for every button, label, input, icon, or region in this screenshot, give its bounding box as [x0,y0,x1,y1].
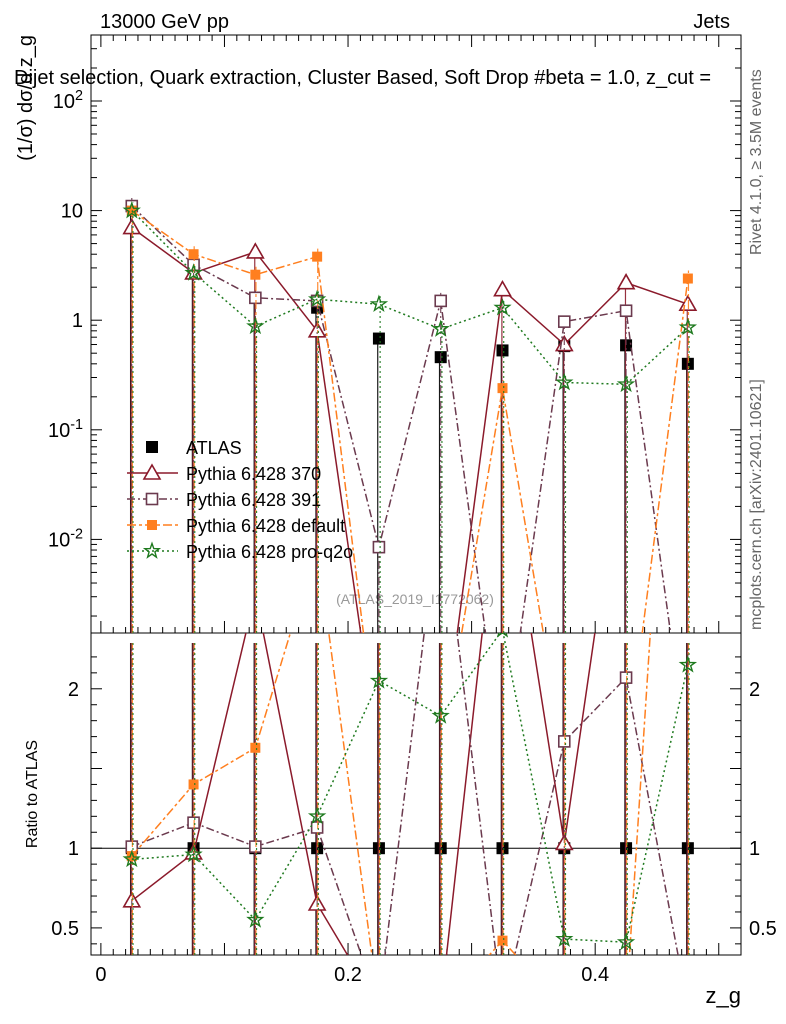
data-point [616,374,636,393]
series-line-1 [131,226,689,633]
legend-marker [145,492,159,506]
main-y-tick-label: 1 [72,310,83,332]
data-point [372,332,385,345]
legend-marker [142,463,162,480]
data-point [246,316,265,335]
data-point [307,806,327,825]
data-point [126,205,137,216]
data-point [493,298,512,316]
series-line-2 [131,633,679,955]
data-point [619,304,633,318]
data-point [497,935,508,946]
data-point [678,317,698,336]
ratio-y-tick-label: 2 [68,679,79,701]
data-point [126,851,137,862]
watermark: (ATLAS_2019_I1772062) [336,591,494,607]
ratio-y-tick-label: 1 [68,838,79,860]
series-line-2 [131,205,672,633]
series-line-1 [131,633,596,955]
x-axis-label: z_g [706,983,741,1008]
data-point [369,294,389,313]
data-point [184,263,203,281]
header-right: Jets [693,11,730,33]
x-tick-label: 0.2 [334,964,362,986]
data-point [246,910,265,928]
legend-label: Pythia 6.428 default [186,516,345,536]
x-tick-label: 0.4 [581,964,609,986]
main-y-tick-label: 10-2 [48,526,83,551]
data-point [682,273,693,284]
ratio-panel-frame [90,632,742,956]
data-point [250,269,261,280]
data-point [250,742,261,753]
data-point [122,849,141,868]
data-point [557,315,571,328]
x-tick-label: 0 [95,964,106,986]
data-point [431,319,450,337]
panel-content [122,198,698,633]
data-point [493,280,512,297]
data-point [184,844,203,863]
data-point [616,273,636,290]
data-point [678,655,698,673]
legend-marker [146,441,158,453]
x-axis: 0 0.2 0.4 [95,35,720,986]
series-line-4 [131,633,689,943]
ratio-series [122,633,698,955]
ratio-y-tick-label: 0.5 [51,918,79,940]
data-point [307,289,327,308]
ratio-y-axis: 0.5 0.5 1 1 2 2 [51,656,777,945]
data-point [312,251,323,262]
legend-label: Pythia 6.428 370 [186,464,321,484]
plot-title: Dijet selection, Quark extraction, Clust… [14,67,711,89]
data-point [555,372,574,391]
data-point [369,671,389,689]
main-y-axis: 10-2 10-1 1 10 102 [48,34,741,617]
ratio-y-tick-label-right: 1 [749,838,760,860]
ratio-y-tick-label-right: 0.5 [749,918,777,940]
series-line-4 [131,210,689,386]
data-point [555,929,574,947]
series-line-3 [131,633,652,955]
legend-marker [147,520,157,530]
data-point [678,294,698,311]
data-point [188,779,199,790]
legend-label: Pythia 6.428 pro-q2o [186,542,353,562]
data-point [431,706,450,724]
side-mcplots: mcplots.cern.ch [arXiv:2401.10621] [748,379,765,630]
side-rivet: Rivet 4.1.0, ≥ 3.5M events [748,69,765,255]
ratio-y-label: Ratio to ATLAS [24,740,41,848]
main-y-tick-label: 10-1 [48,417,83,442]
main-y-tick-label: 102 [53,88,83,113]
data-point [497,383,508,394]
data-point [372,540,386,554]
series-line-3 [131,209,689,633]
main-series [122,198,698,633]
data-point [188,249,199,260]
legend-label: Pythia 6.428 391 [186,490,321,510]
legend: ATLAS Pythia 6.428 370 Pythia 6.428 391 Pyt… [127,438,353,562]
panel-content [122,633,698,955]
legend-label: ATLAS [186,438,242,458]
main-y-label: (1/σ) dσ/d z_g [15,35,37,161]
header-left: 13000 GeV pp [100,11,229,33]
data-point [434,294,448,308]
ratio-y-tick-label-right: 2 [749,679,760,701]
data-point [245,242,265,259]
data-point [122,200,141,219]
main-y-tick-label: 10 [61,201,83,223]
legend-marker [142,541,162,559]
data-point [616,932,636,951]
